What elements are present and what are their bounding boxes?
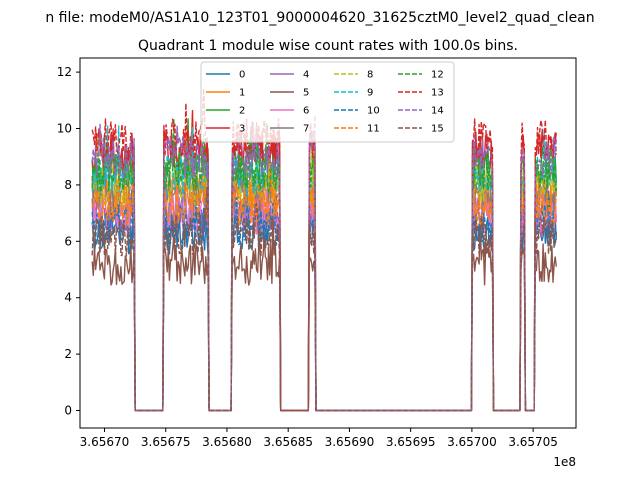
series-line-11 (91, 161, 557, 412)
x-tick-label: 3.65680 (202, 435, 252, 449)
x-tick-label: 3.65675 (141, 435, 191, 449)
legend-label-8: 8 (367, 70, 373, 81)
series-line-9 (91, 125, 557, 412)
legend-box (200, 61, 455, 143)
x-tick-label: 3.65705 (508, 435, 558, 449)
chart-title: Quadrant 1 module wise count rates with … (138, 38, 518, 54)
series-layer (91, 87, 557, 412)
y-tick-label: 2 (64, 347, 72, 361)
y-tick-label: 6 (64, 234, 72, 248)
y-axis: 0 2 4 6 8 10 12 (57, 65, 80, 418)
legend-label-12: 12 (431, 70, 444, 81)
legend-label-7: 7 (303, 124, 309, 135)
y-tick-label: 0 (64, 404, 72, 418)
y-tick-label: 10 (57, 122, 72, 136)
y-tick-label: 4 (64, 291, 72, 305)
y-tick-label: 12 (57, 65, 72, 79)
x-tick-label: 3.65685 (263, 435, 313, 449)
x-offset-label: 1e8 (553, 455, 576, 469)
legend-label-5: 5 (303, 88, 309, 99)
x-axis: 3.65670 3.65675 3.65680 3.65685 3.65690 3.656… (80, 428, 558, 449)
y-tick-label: 8 (64, 178, 72, 192)
legend-label-3: 3 (239, 124, 245, 135)
legend-label-4: 4 (303, 70, 309, 81)
series-line-0 (91, 189, 557, 412)
series-line-12 (91, 118, 557, 412)
legend-label-1: 1 (239, 88, 245, 99)
legend-label-13: 13 (431, 88, 444, 99)
series-line-6 (91, 162, 557, 412)
legend-label-10: 10 (367, 106, 380, 117)
legend-label-6: 6 (303, 106, 309, 117)
legend-label-2: 2 (239, 106, 245, 117)
legend-label-11: 11 (367, 124, 380, 135)
x-tick-label: 3.65670 (80, 435, 130, 449)
series-line-15 (91, 186, 557, 412)
legend-label-15: 15 (431, 124, 444, 135)
x-tick-label: 3.65690 (325, 435, 375, 449)
legend-label-9: 9 (367, 88, 373, 99)
figure-suptitle: n file: modeM0/AS1A10_123T01_9000004620_… (45, 10, 594, 26)
x-tick-label: 3.65695 (386, 435, 436, 449)
legend-label-0: 0 (239, 70, 245, 81)
x-tick-label: 3.65700 (447, 435, 497, 449)
axes-frame (79, 57, 577, 429)
legend-label-14: 14 (431, 106, 444, 117)
